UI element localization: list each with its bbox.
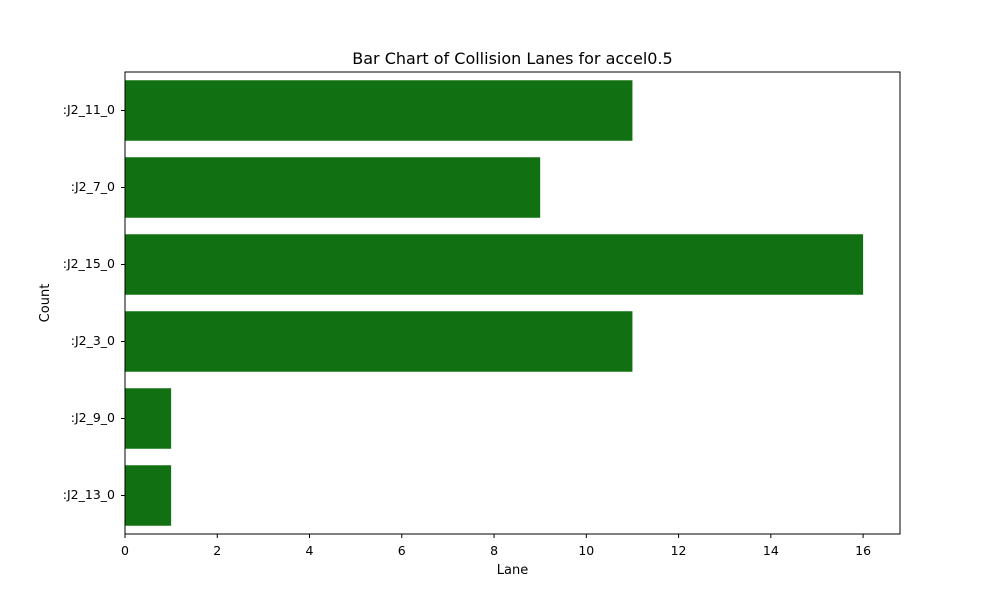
x-axis-label: Lane	[497, 563, 528, 578]
x-tick-label: 6	[398, 543, 406, 558]
y-tick-label: :J2_13_0	[63, 487, 115, 502]
x-ticks-layer: 0 2 4 6 8 10 12 14 16	[121, 534, 871, 558]
chart-title: Bar Chart of Collision Lanes for accel0.…	[352, 49, 672, 68]
y-tick-label: :J2_9_0	[71, 410, 115, 425]
x-tick-label: 14	[763, 543, 779, 558]
bar-j2-7-0	[125, 157, 541, 218]
x-tick-label: 12	[671, 543, 687, 558]
bar-j2-11-0	[125, 80, 633, 141]
x-tick-label: 16	[855, 543, 871, 558]
bars-layer	[125, 80, 864, 526]
y-tick-label: :J2_3_0	[71, 333, 115, 348]
bar-j2-13-0	[125, 465, 172, 526]
y-tick-label: :J2_11_0	[63, 102, 115, 117]
y-axis-label: Count	[38, 284, 53, 323]
x-tick-label: 2	[213, 543, 221, 558]
x-tick-label: 4	[306, 543, 314, 558]
x-tick-label: 10	[578, 543, 594, 558]
bar-j2-3-0	[125, 311, 633, 372]
x-tick-label: 8	[490, 543, 498, 558]
bar-j2-9-0	[125, 388, 172, 449]
bar-j2-15-0	[125, 234, 864, 295]
y-tick-label: :J2_15_0	[63, 256, 115, 271]
plot-frame	[124, 71, 901, 535]
y-ticks-layer: :J2_11_0 :J2_7_0 :J2_15_0 :J2_3_0 :J2_9_0 :J2…	[63, 102, 125, 502]
x-tick-label: 0	[121, 543, 129, 558]
y-tick-label: :J2_7_0	[71, 179, 115, 194]
